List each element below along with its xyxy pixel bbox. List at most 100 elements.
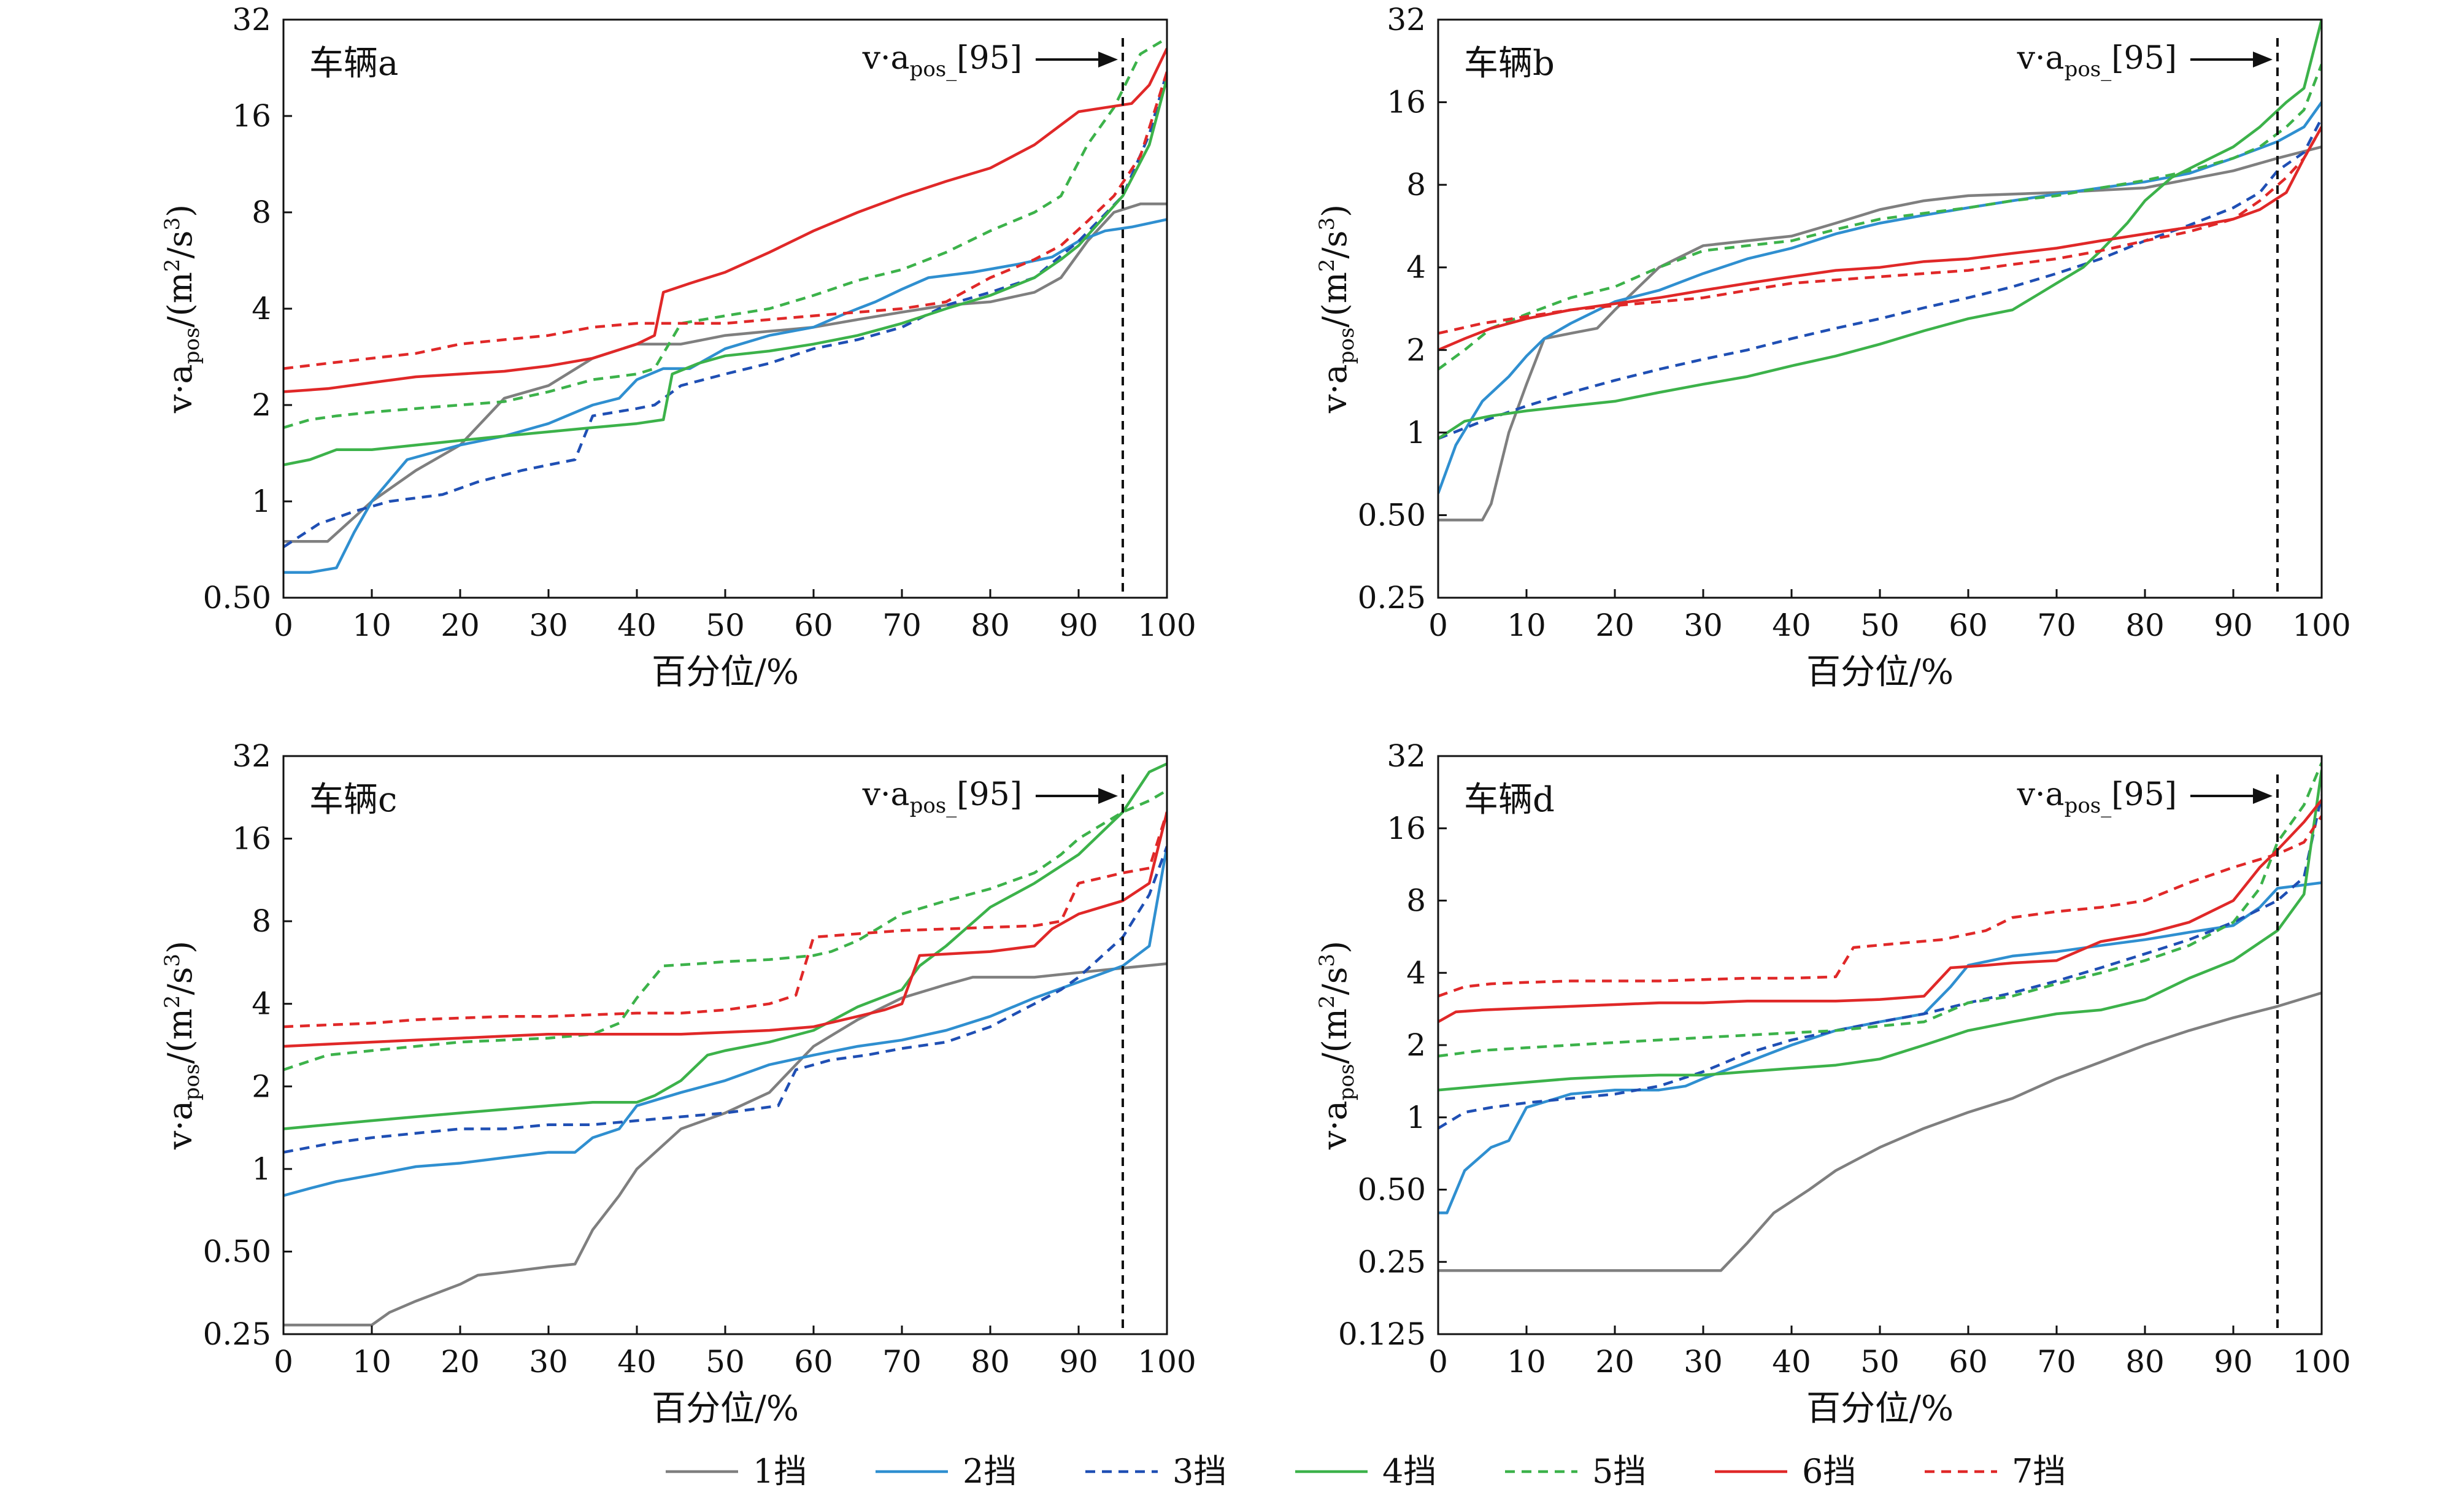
legend-item: 7挡 [1925,1452,2066,1491]
x-tick-label: 0 [1428,1344,1448,1380]
p95-arrow-head [1098,788,1118,804]
series-line-1 [1438,991,2322,1272]
x-tick-label: 60 [1949,608,1988,643]
charts-container: 0 10 20 30 40 50 60 70 80 90 1000.5012481632百分位/%v… [160,2,2351,1429]
y-tick-label: 4 [1406,955,1426,990]
chart-panel-4: 0 10 20 30 40 50 60 70 80 90 100 0.125 0.25 0.50 1 2 4 8 1… [1315,738,2351,1429]
p95-annotation: v·apos_[95] [2017,776,2177,818]
y-tick-label: 8 [1406,883,1426,919]
x-axis-label: 百分位/% [1806,1389,1954,1429]
legend-label: 3挡 [1172,1452,1226,1491]
x-tick-label: 10 [1507,1344,1546,1380]
chart-panel-1: 0 10 20 30 40 50 60 70 80 90 100 0.50 1 2 4 8 16 32 百分位/% v… [160,2,1196,692]
x-tick-label: 40 [617,1344,656,1380]
legend-item: 4挡 [1295,1452,1436,1491]
y-tick-label: 0.25 [1358,1244,1426,1280]
legend-label: 5挡 [1592,1452,1646,1491]
series-line-5 [1438,63,2322,371]
x-tick-label: 50 [1860,608,1900,643]
x-tick-label: 70 [2037,1344,2076,1380]
y-tick-label: 16 [1387,811,1426,846]
legend-label: 4挡 [1382,1452,1436,1491]
y-tick-label: 0.50 [1358,497,1426,533]
y-tick-label: 0.25 [1358,580,1426,616]
y-tick-label: 0.50 [203,1234,271,1269]
series-group [283,762,1167,1327]
x-tick-label: 0 [274,608,293,643]
y-tick-label: 2 [252,1068,271,1104]
series-line-4 [283,77,1167,466]
legend-item: 3挡 [1085,1452,1226,1491]
series-line-2 [1438,881,2322,1214]
series-line-6 [283,48,1167,393]
series-line-4 [1438,20,2322,440]
y-tick-label: 2 [1406,332,1426,368]
series-group [1438,762,2322,1272]
y-tick-label: 0.50 [1358,1172,1426,1208]
y-tick-label: 1 [252,1151,271,1187]
y-tick-label: 2 [252,387,271,423]
p95-arrow-head [1098,52,1118,68]
x-tick-label: 60 [1949,1344,1988,1380]
series-line-2 [283,846,1167,1197]
y-tick-label: 32 [232,2,271,37]
series-line-5 [283,789,1167,1071]
x-tick-label: 30 [529,608,568,643]
panel-title: 车辆c [309,780,397,820]
y-tick-label: 4 [252,986,271,1022]
series-line-4 [1438,770,2322,1092]
x-tick-label: 20 [1595,608,1634,643]
y-tick-label: 16 [1387,85,1426,120]
series-line-7 [283,811,1167,1029]
x-tick-label: 90 [2214,1344,2253,1380]
series-line-1 [283,962,1167,1327]
series-line-3 [283,71,1167,549]
y-axis-label: v·apos/(m2/s3) [1315,204,1359,414]
x-tick-label: 20 [441,608,480,643]
x-tick-label: 0 [274,1344,293,1380]
y-tick-label: 8 [252,195,271,230]
series-group [1438,20,2322,522]
x-tick-label: 80 [971,608,1010,643]
x-tick-label: 50 [1860,1344,1900,1380]
x-tick-label: 30 [1684,1344,1723,1380]
x-tick-label: 40 [617,608,656,643]
y-tick-label: 1 [252,484,271,519]
x-tick-label: 80 [971,1344,1010,1380]
p95-arrow-head [2253,52,2273,68]
panel-title: 车辆b [1464,44,1555,83]
y-tick-label: 1 [1406,415,1426,450]
p95-annotation: v·apos_[95] [862,776,1022,818]
x-tick-label: 90 [1059,1344,1098,1380]
x-tick-label: 0 [1428,608,1448,643]
y-tick-label: 0.25 [203,1316,271,1352]
panel-title: 车辆a [309,44,398,83]
x-tick-label: 30 [1684,608,1723,643]
x-axis-label: 百分位/% [652,652,799,692]
legend-label: 7挡 [2012,1452,2066,1491]
legend: 1挡 2挡 3挡 4挡 5挡 6挡 7挡 [666,1452,2066,1491]
x-tick-label: 50 [706,1344,745,1380]
series-line-4 [283,762,1167,1130]
x-tick-label: 80 [2125,608,2165,643]
x-tick-label: 100 [2292,1344,2350,1380]
legend-item: 6挡 [1715,1452,1856,1491]
y-tick-label: 16 [232,98,271,134]
x-tick-label: 30 [529,1344,568,1380]
series-line-6 [283,811,1167,1048]
y-tick-label: 32 [1387,2,1426,37]
series-line-6 [1438,799,2322,1024]
x-tick-label: 70 [2037,608,2076,643]
series-line-6 [1438,126,2322,352]
legend-item: 1挡 [666,1452,807,1491]
legend-label: 1挡 [753,1452,807,1491]
x-tick-label: 20 [1595,1344,1634,1380]
x-axis-label: 百分位/% [1806,652,1954,692]
x-tick-label: 10 [352,1344,391,1380]
p95-annotation: v·apos_[95] [2017,40,2177,82]
y-tick-label: 0.125 [1338,1316,1426,1352]
y-axis-label: v·apos/(m2/s3) [160,941,204,1150]
x-tick-label: 100 [1138,608,1196,643]
x-axis-label: 百分位/% [652,1389,799,1429]
